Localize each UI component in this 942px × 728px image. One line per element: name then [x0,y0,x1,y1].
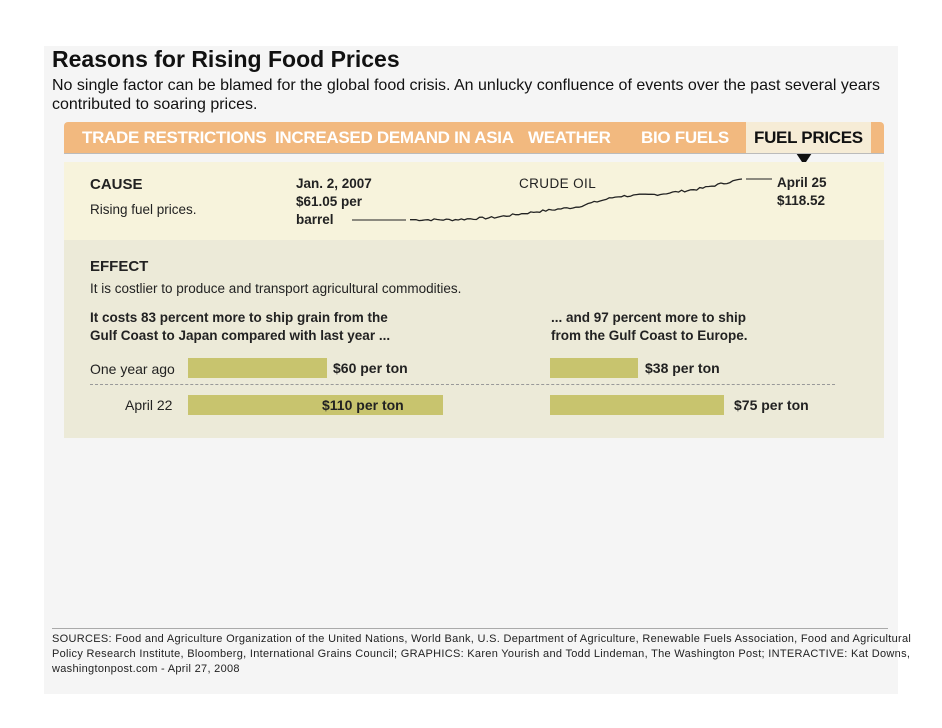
oil-series-label: CRUDE OIL [519,176,597,191]
japan-caption-line2: Gulf Coast to Japan compared with last y… [90,328,391,343]
page-subtitle: No single factor can be blamed for the g… [52,77,881,113]
japan-bar-one-year-ago [188,358,327,378]
cause-heading: CAUSE [90,176,143,193]
effect-text: It is costlier to produce and transport … [90,281,462,296]
row-label-one-year-ago: One year ago [90,361,175,377]
oil-start-price: $61.05 per [296,194,363,209]
japan-caption-line1: It costs 83 percent more to ship grain f… [90,310,388,325]
japan-bar-label-one-year-ago: $60 per ton [333,360,408,376]
tab-divider [64,153,884,154]
tab-increased-demand-in-asia[interactable]: INCREASED DEMAND IN ASIA [275,128,514,147]
europe-caption-line2: from the Gulf Coast to Europe. [551,328,748,343]
europe-caption-line1: ... and 97 percent more to ship [551,310,747,325]
europe-bar-april-22 [550,395,724,415]
cause-section [64,162,884,240]
crude-oil-line [410,178,743,222]
tab-weather[interactable]: WEATHER [528,128,611,147]
effect-heading: EFFECT [90,258,149,275]
europe-bar-label-one-year-ago: $38 per ton [645,360,720,376]
japan-bar-april-22 [188,395,443,415]
oil-start-unit: barrel [296,212,334,227]
sources-credits: SOURCES: Food and Agriculture Organizati… [52,633,912,675]
tab-bar: TRADE RESTRICTIONS INCREASED DEMAND IN A… [64,122,884,153]
tab-trade-restrictions[interactable]: TRADE RESTRICTIONS [82,128,267,147]
tab-bio-fuels[interactable]: BIO FUELS [641,128,729,147]
oil-start-date: Jan. 2, 2007 [296,176,372,191]
page-title: Reasons for Rising Food Prices [52,46,400,72]
oil-end-price: $118.52 [777,193,826,208]
japan-bar-label-april-22: $110 per ton [322,397,404,413]
row-divider [90,384,835,385]
sources-divider [52,628,888,629]
europe-bar-label-april-22: $75 per ton [734,397,809,413]
row-label-april-22: April 22 [125,397,173,413]
europe-bar-one-year-ago [550,358,638,378]
tab-fuel-prices[interactable]: FUEL PRICES [746,122,871,153]
oil-end-date: April 25 [777,175,827,190]
cause-text: Rising fuel prices. [90,202,197,217]
